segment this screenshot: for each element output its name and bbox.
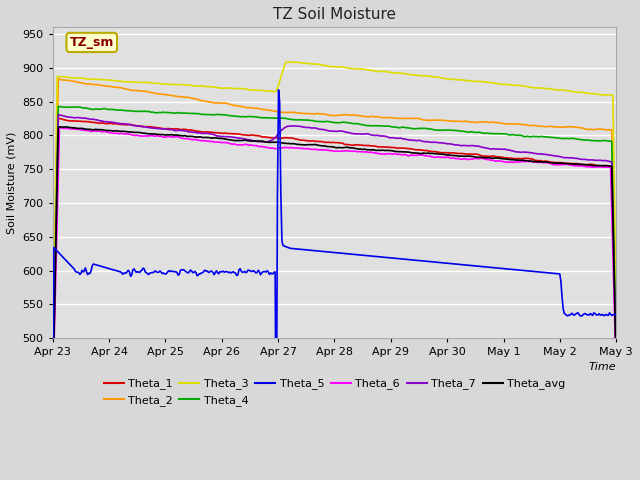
Theta_6 xyxy=(612,376,620,382)
Theta_5 xyxy=(275,87,282,93)
Theta_2 xyxy=(54,76,62,82)
Theta_5 xyxy=(322,249,330,254)
Theta_6 xyxy=(49,399,56,405)
Theta_avg xyxy=(600,163,607,168)
Line: Theta_2: Theta_2 xyxy=(52,79,616,377)
Theta_5 xyxy=(601,312,609,318)
Theta_2 xyxy=(49,374,56,380)
Theta_avg xyxy=(321,143,329,149)
Title: TZ Soil Moisture: TZ Soil Moisture xyxy=(273,7,396,22)
Theta_4 xyxy=(54,104,62,109)
Theta_3 xyxy=(612,310,620,316)
Theta_2 xyxy=(612,345,620,351)
Theta_3 xyxy=(317,62,325,68)
Theta_4 xyxy=(321,119,329,124)
Theta_avg xyxy=(49,398,56,404)
Theta_3 xyxy=(385,69,393,75)
Theta_5 xyxy=(356,252,364,258)
Line: Theta_1: Theta_1 xyxy=(52,119,616,397)
Theta_avg xyxy=(512,157,520,163)
Theta_3 xyxy=(355,66,363,72)
Theta_5 xyxy=(49,459,56,465)
Text: TZ_sm: TZ_sm xyxy=(70,36,114,49)
Theta_avg xyxy=(612,368,620,373)
Theta_7 xyxy=(512,149,520,155)
Theta_1 xyxy=(54,116,62,121)
Theta_4 xyxy=(385,123,393,129)
Theta_1 xyxy=(612,368,620,374)
Legend: Theta_1, Theta_2, Theta_3, Theta_4, Theta_5, Theta_6, Theta_7, Theta_avg: Theta_1, Theta_2, Theta_3, Theta_4, Thet… xyxy=(99,374,570,410)
Theta_avg xyxy=(54,124,62,130)
Theta_5 xyxy=(387,255,394,261)
Theta_1 xyxy=(317,139,325,144)
Line: Theta_4: Theta_4 xyxy=(52,107,616,391)
Line: Theta_5: Theta_5 xyxy=(52,90,616,474)
Theta_5 xyxy=(319,249,326,254)
Line: Theta_3: Theta_3 xyxy=(52,62,616,376)
Theta_4 xyxy=(317,119,325,124)
Theta_4 xyxy=(612,353,620,359)
Theta_7 xyxy=(600,158,607,164)
Theta_2 xyxy=(321,111,329,117)
Theta_3 xyxy=(600,92,607,98)
Theta_1 xyxy=(355,142,363,148)
Theta_avg xyxy=(355,146,363,152)
Theta_4 xyxy=(600,138,607,144)
Theta_7 xyxy=(355,131,363,137)
Theta_2 xyxy=(317,111,325,117)
Theta_1 xyxy=(600,163,607,169)
Line: Theta_7: Theta_7 xyxy=(52,115,616,395)
Theta_6 xyxy=(385,151,393,156)
Theta_3 xyxy=(512,83,520,88)
Theta_avg xyxy=(317,143,325,149)
Theta_4 xyxy=(355,121,363,127)
Theta_4 xyxy=(512,132,520,138)
Theta_3 xyxy=(49,373,56,379)
Theta_3 xyxy=(284,59,291,65)
Theta_6 xyxy=(600,164,607,170)
Theta_6 xyxy=(321,147,329,153)
Theta_1 xyxy=(512,156,520,161)
Theta_5 xyxy=(513,267,521,273)
Theta_7 xyxy=(317,127,325,132)
Theta_7 xyxy=(321,127,329,132)
Theta_7 xyxy=(385,135,393,141)
Y-axis label: Soil Moisture (mV): Soil Moisture (mV) xyxy=(7,132,17,234)
Theta_4 xyxy=(49,388,56,394)
Theta_2 xyxy=(385,115,393,120)
Theta_1 xyxy=(49,394,56,400)
Theta_2 xyxy=(512,121,520,127)
Theta_7 xyxy=(612,366,620,372)
Theta_1 xyxy=(385,144,393,150)
Theta_5 xyxy=(612,312,620,318)
Theta_3 xyxy=(321,63,329,69)
Theta_1 xyxy=(321,140,329,145)
Line: Theta_6: Theta_6 xyxy=(52,128,616,402)
Line: Theta_avg: Theta_avg xyxy=(52,127,616,401)
Theta_7 xyxy=(49,392,56,398)
Theta_6 xyxy=(355,149,363,155)
Text: Time: Time xyxy=(589,361,616,372)
Theta_avg xyxy=(385,148,393,154)
Theta_2 xyxy=(355,113,363,119)
Theta_6 xyxy=(512,159,520,165)
Theta_6 xyxy=(317,147,325,153)
Theta_6 xyxy=(56,125,63,131)
Theta_2 xyxy=(600,127,607,132)
Theta_7 xyxy=(54,112,62,118)
Theta_5 xyxy=(273,471,280,477)
